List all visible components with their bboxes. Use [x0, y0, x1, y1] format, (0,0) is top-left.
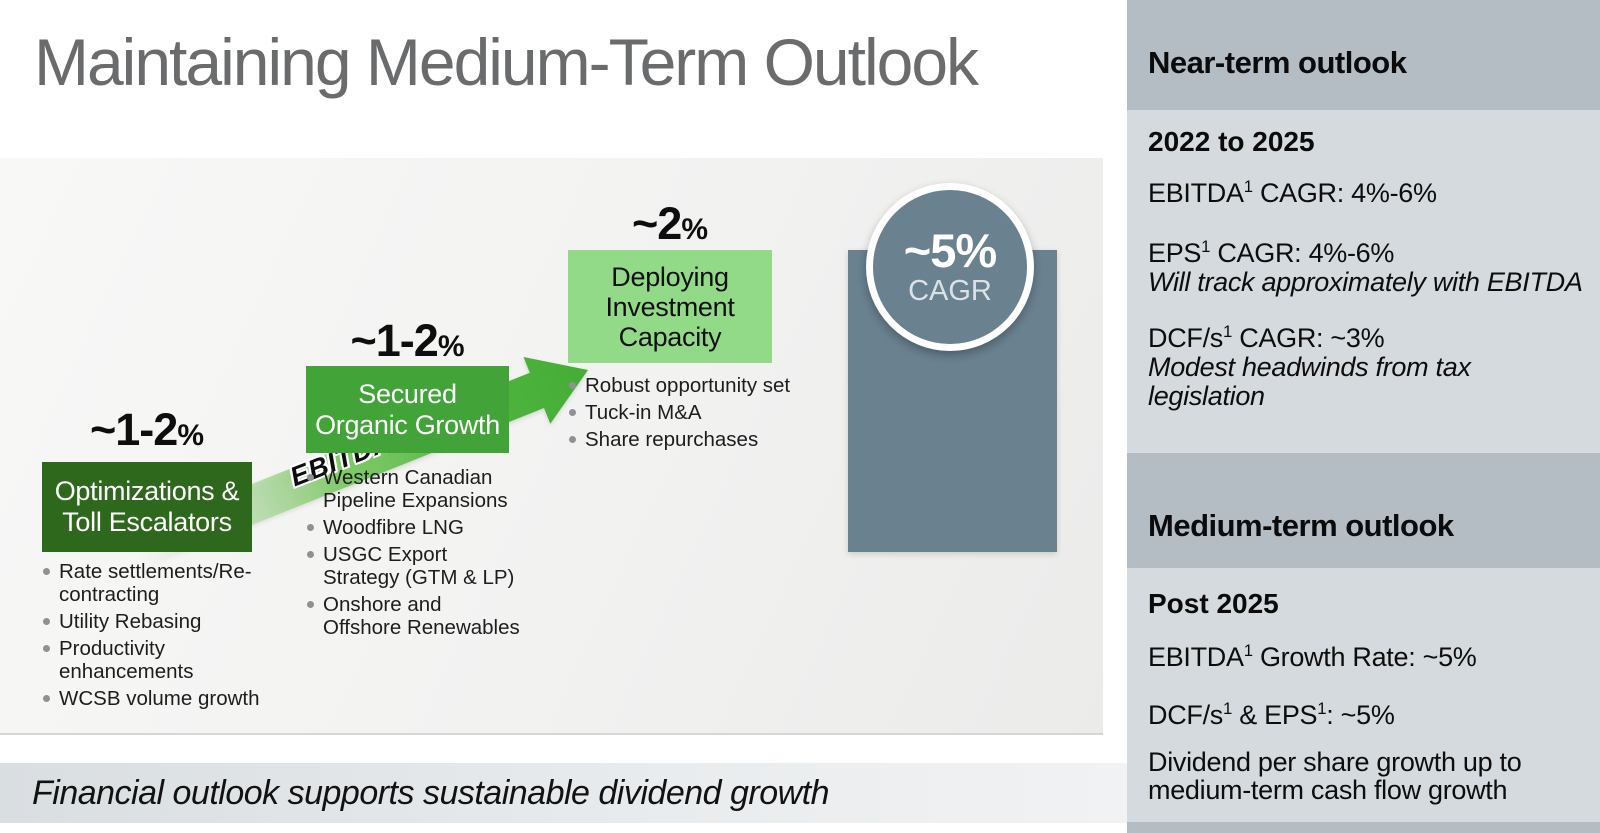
step3-growth-pct: ~2% [568, 198, 772, 250]
bullet-item: WCSB volume growth [42, 687, 300, 710]
step2-box-organic-growth: Secured Organic Growth [306, 366, 509, 453]
near-term-eps-note: Will track approximately with EBITDA [1148, 267, 1583, 297]
medium-term-dividend-line: Dividend per share growth up to medium-t… [1148, 747, 1522, 805]
step3-pct-value: ~2 [632, 198, 682, 249]
text-segment: CAGR: 4%-6% [1210, 238, 1395, 268]
step1-box-optimizations: Optimizations & Toll Escalators [42, 462, 252, 552]
step1-box-line2: Toll Escalators [62, 507, 232, 537]
step3-bullet-list: Robust opportunity set Tuck-in M&A Share… [568, 374, 803, 455]
bullet-item: USGC Export Strategy (GTM & LP) [306, 543, 521, 589]
bullet-item: Robust opportunity set [568, 374, 803, 397]
medium-term-body: Post 2025 EBITDA1 Growth Rate: ~5% DCF/s… [1127, 568, 1600, 822]
tagline-band: Financial outlook supports sustainable d… [0, 763, 1127, 823]
footnote-marker: 1 [1223, 699, 1233, 718]
step3-box-line1: Deploying [611, 261, 729, 292]
outlook-sidebar: Near-term outlook 2022 to 2025 EBITDA1 C… [1127, 0, 1600, 833]
bullet-item: Utility Rebasing [42, 610, 300, 633]
step3-box-investment-capacity: Deploying Investment Capacity [568, 250, 772, 363]
cagr-badge: ~5% CAGR [866, 183, 1034, 351]
bullet-item: Rate settlements/Re-contracting [42, 560, 300, 606]
medium-term-header-band: Medium-term outlook [1127, 453, 1600, 568]
text-segment: CAGR: ~3% [1232, 323, 1385, 353]
footnote-marker: 1 [1317, 699, 1327, 718]
step3-pct-symbol: % [681, 213, 708, 246]
footnote-marker: 1 [1223, 322, 1233, 341]
footnote-marker: 1 [1243, 177, 1253, 196]
text-segment: EBITDA [1148, 178, 1244, 208]
bullet-item: Western Canadian Pipeline Expansions [306, 466, 521, 512]
medium-term-ebitda-line: EBITDA1 Growth Rate: ~5% [1148, 642, 1586, 672]
text-segment: DCF/s [1148, 700, 1223, 730]
sidebar-bottom-strip [1127, 822, 1600, 833]
tagline-text: Financial outlook supports sustainable d… [32, 773, 830, 812]
page-title: Maintaining Medium-Term Outlook [34, 25, 979, 99]
step1-pct-value: ~1-2 [89, 404, 178, 455]
bullet-item: Tuck-in M&A [568, 401, 803, 424]
bullet-item: Share repurchases [568, 428, 803, 451]
near-term-ebitda-line: EBITDA1 CAGR: 4%-6% [1148, 178, 1586, 208]
near-term-header: Near-term outlook [1148, 45, 1407, 80]
near-term-dcf-line: DCF/s1 CAGR: ~3% [1148, 323, 1586, 353]
step2-growth-pct: ~1-2% [306, 315, 509, 367]
step2-bullet-list: Western Canadian Pipeline Expansions Woo… [306, 466, 521, 643]
text-segment: Growth Rate: ~5% [1252, 642, 1477, 672]
cagr-value: ~5% [903, 224, 997, 277]
near-term-header-band: Near-term outlook [1127, 0, 1600, 110]
bullet-item: Woodfibre LNG [306, 516, 521, 539]
bullet-item: Productivity enhancements [42, 637, 300, 683]
step3-box-line2: Investment [605, 291, 735, 322]
step1-bullet-list: Rate settlements/Re-contracting Utility … [42, 560, 300, 714]
text-segment: & EPS [1232, 700, 1318, 730]
step2-pct-symbol: % [437, 330, 465, 363]
text-segment: DCF/s [1148, 323, 1223, 353]
near-term-body: 2022 to 2025 EBITDA1 CAGR: 4%-6% EPS1 CA… [1127, 110, 1600, 453]
step1-box-line1: Optimizations & [54, 476, 240, 506]
footnote-marker: 1 [1243, 641, 1253, 660]
text-segment: CAGR: 4%-6% [1252, 178, 1437, 208]
step2-pct-value: ~1-2 [350, 315, 438, 366]
medium-term-period: Post 2025 [1148, 588, 1279, 619]
near-term-eps-line: EPS1 CAGR: 4%-6% [1148, 238, 1586, 268]
medium-term-header: Medium-term outlook [1148, 508, 1454, 543]
text-segment: EPS [1148, 238, 1202, 268]
near-term-dcf-note: Modest headwinds from tax legislation [1148, 352, 1471, 411]
step1-growth-pct: ~1-2% [42, 404, 252, 456]
text-segment: : ~5% [1326, 700, 1395, 730]
step2-box-line1: Secured [358, 378, 457, 409]
footnote-marker: 1 [1201, 237, 1211, 256]
bullet-item: Onshore and Offshore Renewables [306, 593, 521, 639]
medium-term-dcf-eps-line: DCF/s1 & EPS1: ~5% [1148, 700, 1586, 730]
step2-box-line2: Organic Growth [315, 409, 500, 440]
cagr-label: CAGR [908, 275, 992, 307]
step3-box-line3: Capacity [618, 321, 722, 352]
near-term-period: 2022 to 2025 [1148, 126, 1315, 157]
step1-pct-symbol: % [177, 419, 204, 452]
text-segment: EBITDA [1148, 642, 1244, 672]
